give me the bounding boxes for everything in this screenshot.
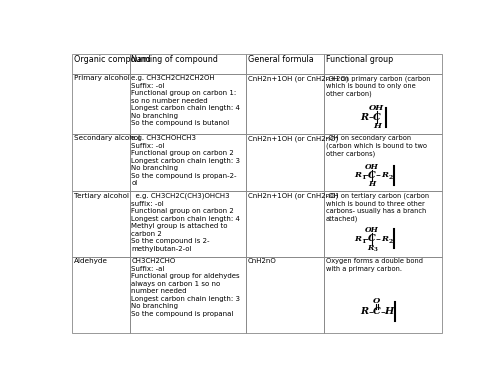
Text: –: – [376,171,381,180]
Text: –: – [380,307,386,317]
Text: Primary alcohol: Primary alcohol [74,75,130,81]
Text: CnH2nO: CnH2nO [248,258,277,264]
Text: Secondary alcohol: Secondary alcohol [74,135,140,141]
Bar [72,134,130,191]
Bar [72,257,130,333]
Bar [130,74,246,134]
Bar [130,257,246,333]
Text: R: R [354,171,362,179]
Text: –: – [368,307,373,317]
Text: OH: OH [370,105,384,112]
Bar [130,191,246,257]
Text: O: O [373,298,380,305]
Text: CH3CH2CHO
Suffix: -al
Functional group for aldehydes
always on carbon 1 so no
nu: CH3CH2CHO Suffix: -al Functional group f… [132,258,240,317]
Text: C: C [373,307,380,317]
Bar [246,191,324,257]
Text: R: R [360,113,368,122]
Text: R: R [382,235,388,243]
Text: R: R [354,235,362,243]
Text: C: C [368,234,376,243]
Bar [72,54,130,74]
Text: -OH on primary carbon (carbon
which is bound to only one
other carbon): -OH on primary carbon (carbon which is b… [326,75,430,97]
Text: e.g. CH3CHOHCH3
Suffix: -ol
Functional group on carbon 2
Longest carbon chain le: e.g. CH3CHOHCH3 Suffix: -ol Functional g… [132,135,240,186]
Text: General formula: General formula [248,55,314,64]
Text: –: – [363,171,368,180]
Text: –: – [368,112,373,122]
Text: OH: OH [366,163,379,171]
Text: CnH2n+1OH (or CnH2nO): CnH2n+1OH (or CnH2nO) [248,193,338,199]
Text: CnH2n+1OH (or CnH2nO): CnH2n+1OH (or CnH2nO) [248,135,338,142]
Text: R: R [368,244,374,252]
Bar [130,54,246,74]
Text: 1: 1 [361,175,366,180]
Text: 2: 2 [388,239,392,244]
Text: Tertiary alcohol: Tertiary alcohol [74,193,129,199]
Text: H: H [368,180,376,188]
Text: C: C [368,171,376,180]
Bar [130,134,246,191]
Text: H: H [384,307,394,317]
Text: 2: 2 [388,175,392,180]
Text: –: – [363,234,368,244]
Text: R: R [360,307,368,317]
Bar [324,257,442,333]
Bar [246,257,324,333]
Text: –: – [376,234,381,244]
Text: H: H [373,122,381,130]
Bar [246,134,324,191]
Bar [72,191,130,257]
Text: C: C [373,113,380,122]
Bar [72,74,130,134]
Bar [324,191,442,257]
Bar [246,74,324,134]
Text: R: R [382,171,388,179]
Bar [324,74,442,134]
Text: CnH2n+1OH (or CnH2n+2O): CnH2n+1OH (or CnH2n+2O) [248,75,348,82]
Bar [324,134,442,191]
Text: Naming of compound: Naming of compound [132,55,218,64]
Text: Organic compound: Organic compound [74,55,151,64]
Text: -OH on secondary carbon
(carbon which is bound to two
other carbons): -OH on secondary carbon (carbon which is… [326,135,427,157]
Text: e.g. CH3CH2CH2CH2OH
Suffix: -ol
Functional group on carbon 1:
so no number neede: e.g. CH3CH2CH2CH2OH Suffix: -ol Function… [132,75,240,126]
Text: -OH on tertiary carbon (carbon
which is bound to three other
carbons- usually ha: -OH on tertiary carbon (carbon which is … [326,193,429,222]
Text: OH: OH [366,226,379,234]
Bar [324,54,442,74]
Text: Aldehyde: Aldehyde [74,258,108,264]
Text: 1: 1 [361,239,366,244]
Text: 3: 3 [374,247,377,252]
Bar [246,54,324,74]
Text: Functional group: Functional group [326,55,393,64]
Text: Oxygen forms a double bond
with a primary carbon.: Oxygen forms a double bond with a primar… [326,258,423,272]
Text: e.g. CH3CH2C(CH3)OHCH3
suffix: -ol
Functional group on carbon 2
Longest carbon c: e.g. CH3CH2C(CH3)OHCH3 suffix: -ol Funct… [132,193,240,252]
